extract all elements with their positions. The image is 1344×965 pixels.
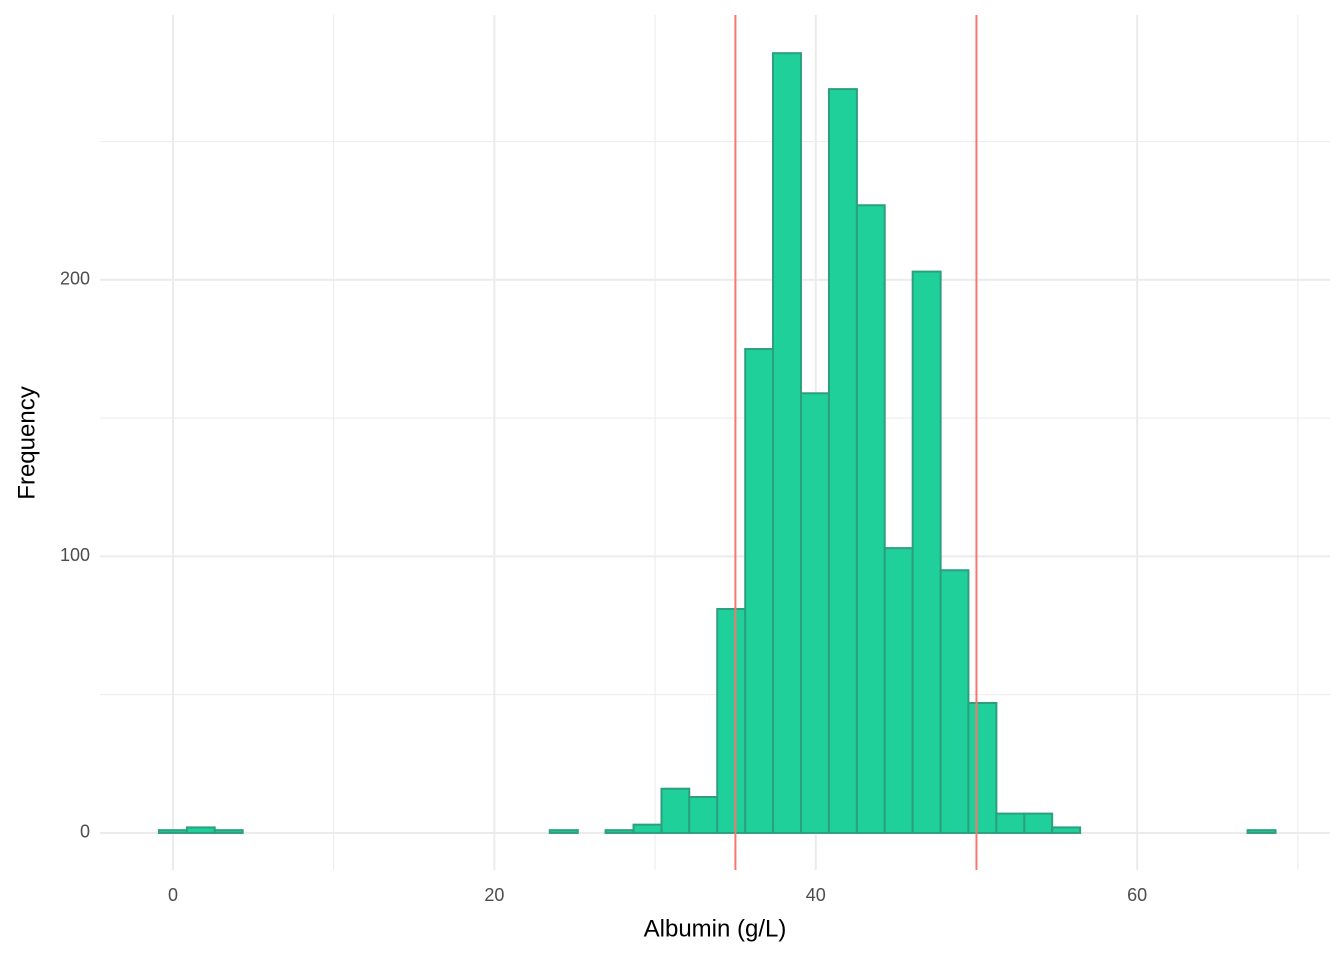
- bar: [1023, 812, 1054, 834]
- x-tick-label: 60: [1127, 885, 1147, 905]
- bar: [185, 826, 216, 834]
- bar: [827, 88, 858, 834]
- bar: [632, 823, 663, 834]
- y-axis-title: Frequency: [13, 386, 40, 499]
- bar: [883, 547, 914, 834]
- bar: [799, 392, 830, 834]
- bar: [744, 348, 775, 834]
- bar: [1051, 826, 1082, 834]
- bar: [772, 52, 802, 834]
- bar: [716, 607, 747, 834]
- bar: [548, 829, 579, 834]
- bar: [1246, 829, 1277, 834]
- bar: [939, 569, 970, 834]
- bar: [688, 795, 719, 834]
- x-tick-label: 20: [484, 885, 504, 905]
- bar: [157, 829, 188, 834]
- bar: [660, 787, 691, 834]
- bar: [855, 204, 886, 834]
- y-tick-label: 200: [60, 269, 90, 289]
- bar: [604, 829, 635, 834]
- bar: [995, 812, 1026, 834]
- x-tick-label: 40: [806, 885, 826, 905]
- x-axis-title: Albumin (g/L): [644, 915, 787, 942]
- bar: [911, 270, 942, 834]
- x-tick-label: 0: [168, 885, 178, 905]
- y-tick-label: 100: [60, 545, 90, 565]
- bar: [213, 829, 244, 834]
- y-tick-label: 0: [80, 822, 90, 842]
- bar: [967, 701, 998, 834]
